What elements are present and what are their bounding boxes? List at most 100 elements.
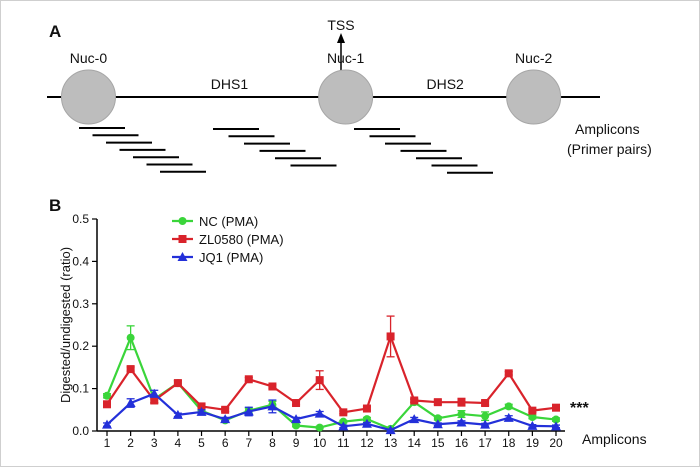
point-1-12	[386, 332, 395, 341]
nucleosome-1	[318, 69, 374, 125]
tss-label: TSS	[327, 17, 354, 33]
amplicon-bars	[79, 127, 493, 174]
x-tick-label-10: 11	[337, 436, 350, 450]
point-2-18	[527, 420, 538, 430]
point-0-1	[126, 333, 135, 342]
y-axis-label: Digested/undigested (ratio)	[58, 247, 73, 403]
y-tick-label-0: 0.0	[72, 424, 89, 438]
point-1-11	[362, 404, 371, 413]
x-axis-label: Amplicons	[582, 431, 647, 447]
panel-b-label: B	[49, 196, 61, 215]
nucleosome-0	[60, 69, 116, 125]
point-2-11	[361, 418, 372, 428]
point-2-3	[172, 409, 183, 419]
amplicons-label: Amplicons	[575, 121, 640, 137]
point-1-15	[457, 398, 466, 407]
point-0-8	[292, 421, 301, 430]
x-tick-label-17: 18	[502, 436, 516, 450]
point-1-7	[268, 382, 277, 391]
panel-a-diagram: A TSS Nuc-0 Nuc-1 Nuc-2 DHS1 DHS2 Amplicons…	[47, 17, 652, 174]
x-tick-label-2: 3	[151, 436, 158, 450]
nucleosome-label-0: Nuc-0	[70, 50, 108, 66]
dhs-label-0: DHS1	[211, 76, 249, 92]
x-tick-label-7: 8	[269, 436, 276, 450]
point-1-16	[481, 399, 490, 408]
point-2-4	[196, 406, 207, 416]
legend-label-2: JQ1 (PMA)	[199, 250, 263, 265]
legend-marker-2	[177, 252, 188, 261]
point-1-14	[433, 398, 442, 407]
point-1-1	[126, 365, 135, 374]
point-0-16	[481, 412, 490, 421]
legend-marker-0	[178, 217, 187, 225]
x-tick-label-19: 20	[549, 436, 563, 450]
point-1-8	[292, 399, 301, 408]
legend-label-0: NC (PMA)	[199, 214, 258, 229]
point-2-1	[125, 398, 136, 408]
x-tick-label-3: 4	[175, 436, 182, 450]
x-tick-label-4: 5	[198, 436, 205, 450]
point-2-19	[551, 421, 561, 431]
point-2-5	[220, 414, 231, 424]
point-2-17	[503, 412, 514, 422]
point-2-8	[291, 414, 302, 424]
nucleosome-label-2: Nuc-2	[515, 50, 553, 66]
y-tick-label-4: 0.4	[72, 254, 89, 268]
point-2-9	[314, 408, 325, 418]
point-1-9	[315, 376, 324, 385]
point-2-6	[243, 406, 254, 416]
legend-label-1: ZL0580 (PMA)	[199, 232, 284, 247]
nucleosome-2	[506, 69, 562, 125]
point-1-2	[150, 396, 159, 405]
x-tick-label-12: 13	[384, 436, 398, 450]
point-2-14	[432, 419, 443, 429]
point-1-6	[244, 375, 253, 384]
x-tick-label-9: 10	[313, 436, 327, 450]
nucleosome-label-1: Nuc-1	[327, 50, 365, 66]
point-1-0	[103, 400, 111, 409]
point-2-2	[149, 388, 160, 398]
y-tick-label-1: 0.1	[72, 382, 89, 396]
x-tick-label-0: 1	[104, 436, 111, 450]
point-2-0	[102, 419, 112, 429]
panel-a-label: A	[49, 22, 61, 41]
dhs-labels: DHS1 DHS2	[211, 76, 464, 92]
axes: 0.00.10.20.30.40.51 2 3 4 5 6 7 8 9 10 11 12 13 14 15 1…	[72, 212, 565, 450]
point-0-14	[433, 414, 442, 423]
point-1-4	[197, 402, 206, 411]
x-tick-label-14: 15	[431, 436, 445, 450]
x-tick-label-1: 2	[127, 436, 134, 450]
point-0-0	[103, 391, 111, 400]
series-line-2	[106, 392, 557, 432]
point-0-19	[552, 415, 560, 424]
y-tick-label-2: 0.2	[72, 339, 89, 353]
point-1-18	[528, 406, 537, 415]
x-tick-label-16: 17	[478, 436, 492, 450]
series-1	[103, 315, 560, 417]
primer-pairs-label: (Primer pairs)	[567, 141, 652, 157]
nucleosomes: Nuc-0 Nuc-1 Nuc-2	[60, 50, 562, 125]
point-1-17	[504, 369, 513, 378]
x-tick-label-6: 7	[245, 436, 252, 450]
x-tick-label-8: 9	[293, 436, 300, 450]
tss-arrow-head	[337, 33, 345, 43]
point-0-15	[457, 410, 466, 419]
point-2-16	[480, 419, 491, 429]
legend: NC (PMA) ZL0580 (PMA) JQ1 (PMA)	[172, 214, 284, 265]
point-2-10	[338, 421, 349, 431]
point-0-9	[315, 423, 324, 432]
point-0-18	[528, 413, 537, 422]
x-tick-label-15: 16	[455, 436, 469, 450]
plot-area	[102, 315, 561, 435]
point-2-7	[267, 401, 278, 411]
significance-annotation: ***	[570, 400, 589, 417]
x-tick-label-13: 14	[408, 436, 422, 450]
point-1-13	[410, 396, 419, 405]
y-tick-label-3: 0.3	[72, 297, 89, 311]
x-tick-label-5: 6	[222, 436, 229, 450]
point-2-12	[385, 425, 396, 435]
legend-marker-1	[178, 235, 187, 243]
point-1-10	[339, 408, 348, 417]
series-2	[102, 388, 561, 435]
